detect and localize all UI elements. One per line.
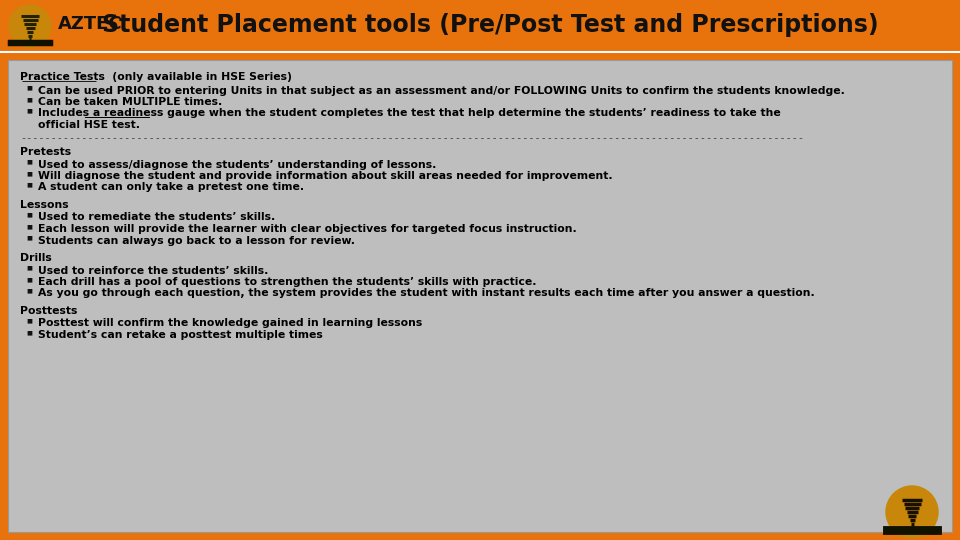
- Text: As you go through each question, the system provides the student with instant re: As you go through each question, the sys…: [38, 288, 815, 299]
- Text: Can be taken MULTIPLE times.: Can be taken MULTIPLE times.: [38, 97, 223, 107]
- Text: Will diagnose the student and provide information about skill areas needed for i: Will diagnose the student and provide in…: [38, 171, 612, 181]
- Text: Used to reinforce the students’ skills.: Used to reinforce the students’ skills.: [38, 266, 269, 275]
- Text: ■: ■: [26, 85, 32, 91]
- Text: ■: ■: [26, 330, 32, 335]
- Text: Each drill has a pool of questions to strengthen the students’ skills with pract: Each drill has a pool of questions to st…: [38, 277, 537, 287]
- Text: Includes a readiness gauge when the student completes the test that help determi: Includes a readiness gauge when the stud…: [38, 109, 780, 118]
- Text: ■: ■: [26, 319, 32, 323]
- Text: ■: ■: [26, 171, 32, 176]
- Text: ■: ■: [26, 183, 32, 187]
- Text: Students can always go back to a lesson for review.: Students can always go back to a lesson …: [38, 235, 355, 246]
- Text: A student can only take a pretest one time.: A student can only take a pretest one ti…: [38, 183, 304, 192]
- Text: ■: ■: [26, 224, 32, 229]
- Text: ■: ■: [26, 159, 32, 165]
- Text: Each lesson will provide the learner with clear objectives for targeted focus in: Each lesson will provide the learner wit…: [38, 224, 577, 234]
- Text: AZTEC: AZTEC: [58, 15, 123, 33]
- FancyBboxPatch shape: [8, 60, 952, 532]
- Text: ■: ■: [26, 277, 32, 282]
- Text: Posttest will confirm the knowledge gained in learning lessons: Posttest will confirm the knowledge gain…: [38, 319, 422, 328]
- Bar: [0, 0, 960, 52]
- Text: Lessons: Lessons: [20, 200, 68, 210]
- Text: ■: ■: [26, 213, 32, 218]
- Text: ■: ■: [26, 109, 32, 113]
- Circle shape: [9, 5, 51, 47]
- Text: official HSE test.: official HSE test.: [38, 120, 140, 130]
- Text: Student’s can retake a posttest multiple times: Student’s can retake a posttest multiple…: [38, 330, 323, 340]
- Text: Used to assess/diagnose the students’ understanding of lessons.: Used to assess/diagnose the students’ un…: [38, 159, 437, 170]
- Text: Practice Tests  (only available in HSE Series): Practice Tests (only available in HSE Se…: [20, 72, 292, 82]
- Text: Student Placement tools (Pre/Post Test and Prescriptions): Student Placement tools (Pre/Post Test a…: [102, 13, 878, 37]
- Text: --------------------------------------------------------------------------------: ----------------------------------------…: [20, 133, 804, 144]
- Circle shape: [886, 486, 938, 538]
- Text: ■: ■: [26, 288, 32, 294]
- Text: Posttests: Posttests: [20, 306, 78, 316]
- Text: Can be used PRIOR to entering Units in that subject as an assessment and/or FOLL: Can be used PRIOR to entering Units in t…: [38, 85, 845, 96]
- Text: ■: ■: [26, 266, 32, 271]
- Text: Pretests: Pretests: [20, 147, 71, 157]
- Text: ■: ■: [26, 235, 32, 240]
- Text: Used to remediate the students’ skills.: Used to remediate the students’ skills.: [38, 213, 276, 222]
- Text: ■: ■: [26, 97, 32, 102]
- Text: Drills: Drills: [20, 253, 52, 263]
